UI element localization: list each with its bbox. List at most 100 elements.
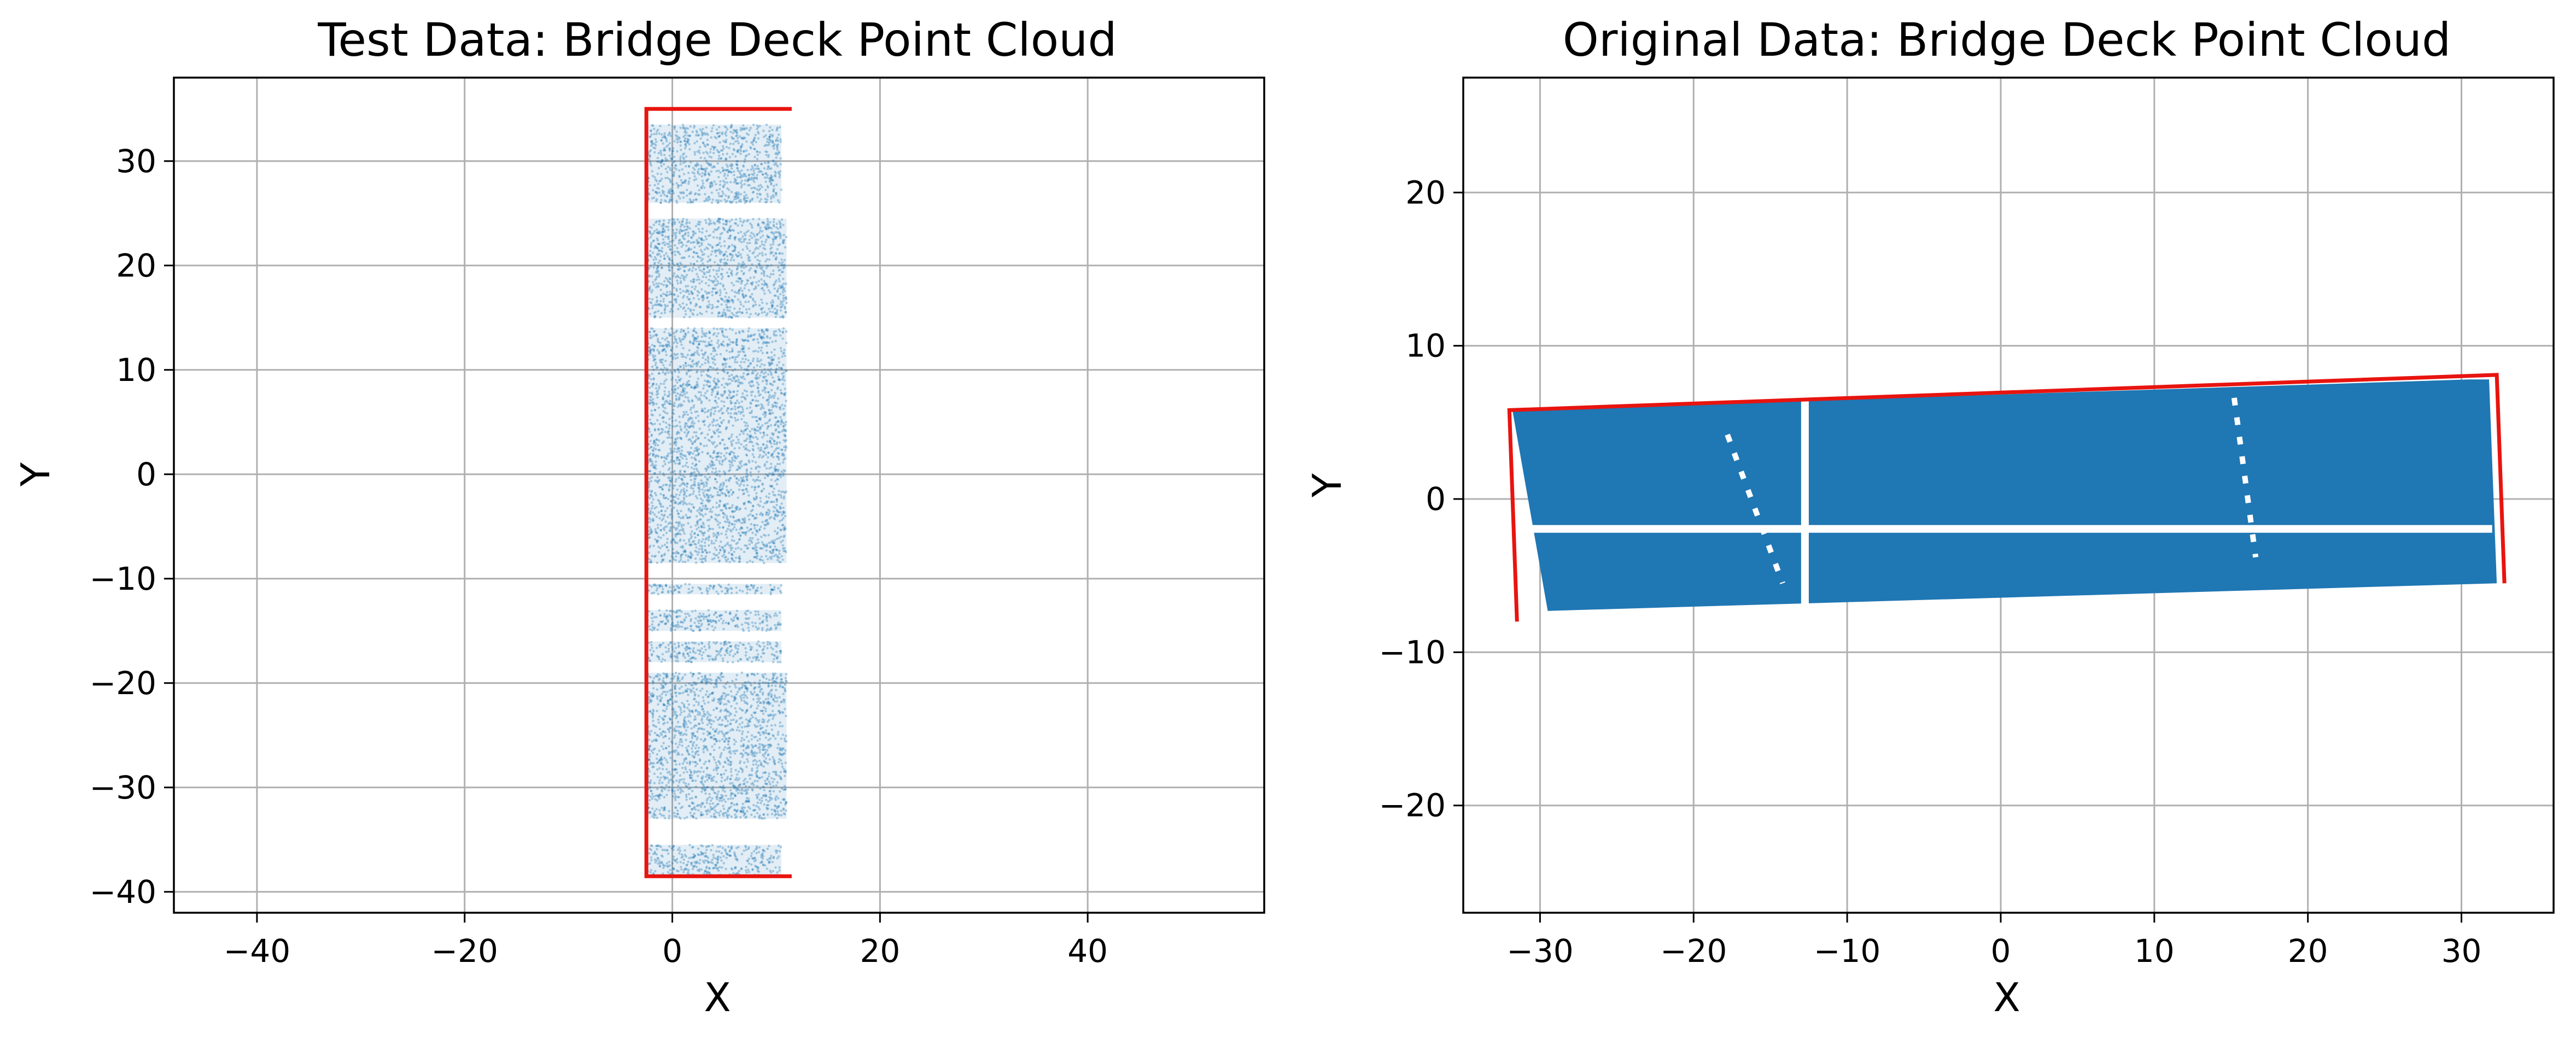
data-point bbox=[716, 405, 719, 408]
data-point bbox=[679, 365, 682, 368]
data-point bbox=[680, 529, 683, 531]
data-point bbox=[711, 293, 714, 297]
data-point bbox=[739, 287, 742, 290]
data-point bbox=[726, 517, 728, 520]
data-point bbox=[684, 181, 687, 184]
data-point bbox=[757, 137, 760, 140]
data-point bbox=[684, 160, 687, 163]
data-point bbox=[748, 129, 751, 132]
data-point bbox=[649, 402, 651, 406]
data-point bbox=[648, 532, 651, 536]
data-point bbox=[659, 536, 662, 539]
data-point bbox=[766, 224, 768, 227]
data-point bbox=[739, 129, 742, 132]
data-point bbox=[728, 301, 731, 303]
data-point bbox=[773, 144, 775, 147]
data-point bbox=[776, 145, 779, 148]
data-point bbox=[656, 156, 659, 160]
data-point bbox=[767, 220, 769, 223]
data-point bbox=[721, 344, 723, 347]
data-point bbox=[763, 386, 766, 389]
data-point bbox=[784, 457, 786, 460]
data-point bbox=[660, 509, 663, 513]
data-point bbox=[681, 625, 684, 629]
data-point bbox=[662, 368, 664, 372]
data-point bbox=[723, 358, 727, 361]
data-point bbox=[758, 504, 761, 507]
data-point bbox=[653, 133, 656, 136]
data-point bbox=[778, 151, 780, 155]
data-point bbox=[665, 584, 668, 588]
data-point bbox=[767, 391, 770, 394]
data-point bbox=[709, 148, 712, 151]
data-point bbox=[684, 426, 686, 429]
data-point bbox=[723, 262, 726, 265]
data-point bbox=[719, 500, 721, 502]
data-point bbox=[738, 277, 741, 280]
data-point bbox=[755, 266, 758, 268]
data-point bbox=[725, 349, 728, 352]
data-point bbox=[766, 543, 768, 546]
data-point bbox=[746, 365, 750, 368]
data-point bbox=[649, 184, 651, 187]
data-point bbox=[781, 261, 784, 264]
data-point bbox=[784, 515, 787, 518]
data-point bbox=[777, 510, 780, 513]
data-point bbox=[664, 463, 667, 466]
data-point bbox=[659, 125, 662, 127]
data-point bbox=[695, 435, 698, 438]
data-point bbox=[781, 403, 784, 407]
data-point bbox=[668, 479, 671, 482]
data-point bbox=[707, 243, 710, 246]
data-point bbox=[657, 449, 660, 451]
data-point bbox=[759, 497, 762, 500]
data-point bbox=[683, 483, 686, 486]
data-point bbox=[655, 393, 658, 396]
data-point bbox=[700, 502, 703, 505]
data-point bbox=[771, 340, 774, 343]
data-point bbox=[694, 198, 697, 201]
data-point bbox=[731, 459, 734, 462]
data-point bbox=[677, 136, 680, 139]
data-point bbox=[696, 223, 699, 226]
data-point bbox=[656, 271, 659, 274]
data-point bbox=[780, 535, 782, 538]
data-point bbox=[659, 194, 662, 197]
data-point bbox=[757, 400, 760, 402]
data-point bbox=[669, 192, 671, 195]
data-point bbox=[693, 337, 696, 339]
data-point bbox=[712, 287, 715, 290]
data-point bbox=[655, 132, 658, 136]
data-point bbox=[663, 149, 666, 151]
data-point bbox=[716, 280, 719, 283]
data-point bbox=[674, 244, 676, 247]
data-point bbox=[751, 237, 753, 239]
data-point bbox=[663, 474, 665, 477]
data-point bbox=[684, 265, 687, 268]
data-point bbox=[726, 299, 729, 302]
data-point bbox=[782, 421, 785, 425]
data-point bbox=[779, 520, 781, 522]
data-point bbox=[695, 198, 698, 201]
data-point bbox=[682, 275, 685, 278]
data-point bbox=[684, 179, 686, 183]
data-point bbox=[737, 418, 739, 421]
data-point bbox=[714, 349, 717, 353]
data-point bbox=[731, 228, 734, 232]
data-point bbox=[762, 407, 765, 410]
data-point bbox=[704, 219, 707, 222]
data-point bbox=[660, 283, 663, 285]
data-point bbox=[775, 548, 778, 551]
data-point bbox=[779, 309, 782, 312]
data-point bbox=[779, 561, 782, 564]
data-point bbox=[657, 187, 661, 190]
data-point bbox=[735, 273, 738, 276]
data-point bbox=[661, 509, 663, 512]
data-point bbox=[658, 232, 661, 234]
data-point bbox=[747, 334, 750, 337]
data-point bbox=[670, 494, 674, 497]
data-point bbox=[731, 588, 733, 590]
data-point bbox=[735, 182, 739, 185]
data-point bbox=[716, 327, 719, 330]
data-point bbox=[696, 350, 699, 353]
